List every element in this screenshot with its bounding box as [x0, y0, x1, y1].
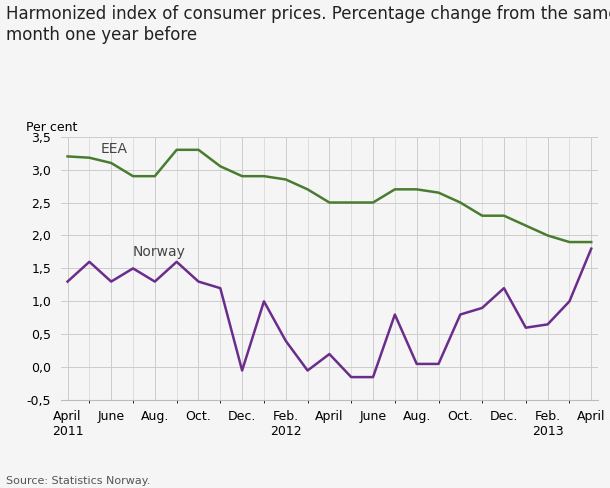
Text: EEA: EEA [100, 142, 127, 156]
Text: Norway: Norway [133, 244, 186, 259]
Text: Source: Statistics Norway.: Source: Statistics Norway. [6, 476, 151, 486]
Text: Harmonized index of consumer prices. Percentage change from the same
month one y: Harmonized index of consumer prices. Per… [6, 5, 610, 44]
Text: Per cent: Per cent [26, 121, 77, 134]
